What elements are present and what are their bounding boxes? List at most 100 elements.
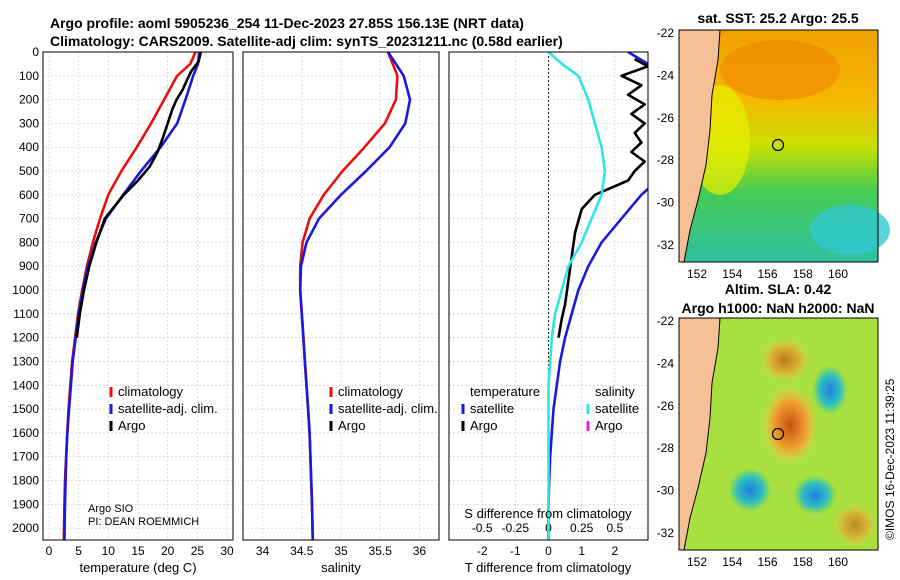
- ytick-label: 300: [19, 116, 39, 130]
- legend-label-t-satellite: satellite: [470, 401, 514, 416]
- series-line-salinity-satellite: [547, 52, 607, 540]
- ytick-label: 2000: [12, 521, 39, 535]
- xtick-label: 35.5: [369, 544, 393, 558]
- series-line-satellite-adj-clim-: [298, 52, 412, 540]
- lat-tick-label: -26: [657, 399, 675, 413]
- panel-frame: [42, 51, 234, 541]
- credit-institution: Argo SIO: [88, 503, 134, 515]
- lat-tick-label: -30: [657, 484, 675, 498]
- panel-frame: [448, 51, 649, 541]
- lat-tick-label: -30: [657, 196, 675, 210]
- ytick-label: 1900: [12, 497, 39, 511]
- legend-header-temperature: temperature: [470, 384, 540, 399]
- lon-tick-label: 156: [757, 267, 777, 281]
- xtick-label: 36: [413, 544, 427, 558]
- legend-label-t-argo: Argo: [470, 418, 497, 433]
- sla-argo-location: [771, 427, 785, 441]
- legend-header-salinity: salinity: [595, 384, 635, 399]
- lon-tick-label: 152: [687, 267, 707, 281]
- xtick-label: 0: [46, 544, 53, 558]
- xtick-label: 35: [334, 544, 348, 558]
- timestamp: ©IMOS 16-Dec-2023 11:39:25: [883, 378, 897, 540]
- legend-label-satellite: satellite-adj. clim.: [118, 401, 218, 416]
- legend-label-s-argo: Argo: [595, 418, 622, 433]
- title-line2: Climatology: CARS2009. Satellite-adj cli…: [50, 33, 563, 49]
- difference-legend: temperature salinity satellite Argo sate…: [461, 384, 639, 433]
- sla-hot-north: [760, 338, 810, 382]
- xtick-label: 34: [256, 544, 270, 558]
- series-group: [62, 52, 203, 540]
- ytick-label: 1300: [12, 354, 39, 368]
- sla-cold-eddy-1: [812, 365, 848, 415]
- ytick-label: 1600: [12, 426, 39, 440]
- difference-panel: -2 -1 0 1 2-0.5 -0.25 0 0.25 0.5: [448, 51, 649, 558]
- series-line-temperature-argo: [557, 57, 648, 338]
- credit-pi: PI: DEAN ROEMMICH: [88, 516, 199, 528]
- sst-map-title: sat. SST: 25.2 Argo: 25.5: [697, 10, 859, 26]
- temperature-panel: 0100200300400500600700800900100011001200…: [12, 45, 234, 558]
- sla-map: Altim. SLA: 0.42 Argo h1000: NaN h2000: …: [657, 281, 879, 569]
- sla-map-frame: [678, 317, 879, 551]
- ytick-label: 1000: [12, 283, 39, 297]
- lon-tick-label: 160: [828, 555, 848, 569]
- sla-cold-eddy-2: [728, 468, 772, 512]
- ytick-label: 0: [32, 45, 39, 59]
- sst-cool-patch: [810, 205, 890, 255]
- series-group: [547, 52, 648, 540]
- lon-tick-label: 160: [828, 267, 848, 281]
- xtick-label: 0: [545, 544, 552, 558]
- salinity-panel: 34 34.5 35 35.5 36: [242, 51, 440, 558]
- top-tick-label: -0.25: [502, 521, 530, 535]
- lat-tick-label: -22: [657, 26, 675, 40]
- sla-map-ticks: -22 -24 -26 -28 -30 -32 152 154 156 158 160: [657, 314, 849, 569]
- ytick-label: 1100: [13, 307, 39, 321]
- ytick-label: 800: [19, 235, 39, 249]
- panel-frame: [242, 51, 440, 541]
- xtick-label: 1: [578, 544, 585, 558]
- sla-map-title1: Altim. SLA: 0.42: [725, 281, 832, 297]
- legend-label-argo: Argo: [338, 418, 365, 433]
- sla-hot-eddy: [762, 385, 818, 465]
- ytick-label: 1800: [12, 473, 39, 487]
- ytick-label: 900: [19, 259, 39, 273]
- lon-tick-label: 152: [687, 555, 707, 569]
- top-tick-label: -0.5: [472, 521, 493, 535]
- xlabel-salinity: salinity: [321, 560, 361, 575]
- ytick-label: 700: [19, 212, 39, 226]
- series-line-argo: [75, 52, 203, 338]
- ytick-label: 400: [19, 140, 39, 154]
- sla-hot-south: [833, 503, 877, 547]
- lat-tick-label: -22: [657, 314, 675, 328]
- xtick-label: 25: [191, 544, 205, 558]
- sla-cold-eddy-3: [793, 475, 837, 515]
- xlabel-temperature: temperature (deg C): [79, 560, 196, 575]
- legend-label-climatology: climatology: [338, 384, 404, 399]
- xtick-label: -1: [510, 544, 521, 558]
- top-tick-label: 0.25: [570, 521, 594, 535]
- ytick-label: 600: [19, 188, 39, 202]
- ytick-label: 1400: [12, 378, 39, 392]
- ytick-label: 1200: [12, 331, 39, 345]
- xlabel-s-diff: S difference from climatology: [464, 506, 632, 521]
- lat-tick-label: -26: [657, 111, 675, 125]
- ytick-label: 1700: [12, 450, 39, 464]
- sst-map-frame: [678, 29, 879, 263]
- series-line-satellite-adj-clim-: [63, 52, 201, 540]
- xtick-label: 20: [161, 544, 175, 558]
- series-group: [298, 52, 412, 540]
- ytick-label: 1500: [12, 402, 39, 416]
- lat-tick-label: -32: [657, 526, 675, 540]
- lon-tick-label: 154: [722, 267, 742, 281]
- lat-tick-label: -28: [657, 441, 675, 455]
- series-line-climatology: [298, 52, 399, 540]
- xtick-label: 30: [220, 544, 234, 558]
- lon-tick-label: 156: [757, 555, 777, 569]
- sla-map-title2: Argo h1000: NaN h2000: NaN: [682, 300, 875, 316]
- xtick-label: 34.5: [290, 544, 314, 558]
- xlabel-t-diff: T difference from climatology: [465, 560, 632, 575]
- sst-map: sat. SST: 25.2 Argo: 25.5 -22 -24 -26 -28 -3…: [657, 10, 890, 281]
- lat-tick-label: -32: [657, 238, 675, 252]
- lon-tick-label: 154: [722, 555, 742, 569]
- ytick-label: 200: [19, 93, 39, 107]
